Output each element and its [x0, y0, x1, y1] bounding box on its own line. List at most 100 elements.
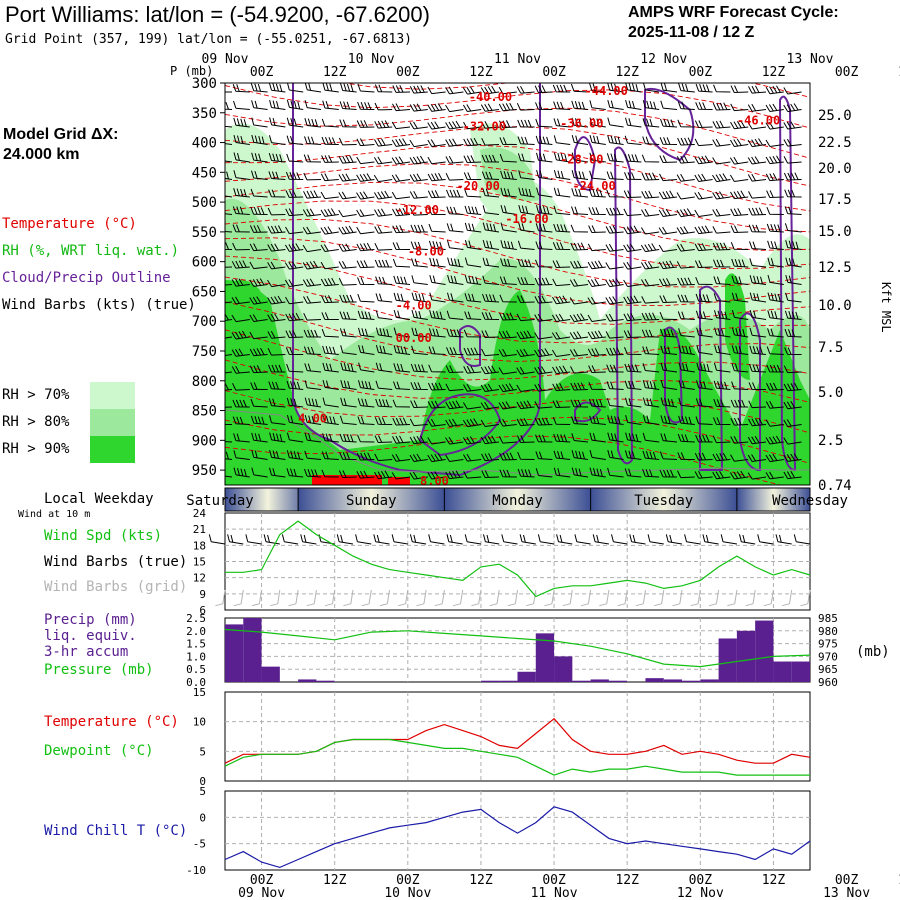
wind-barb-416	[569, 297, 589, 305]
wind-barb-115	[499, 137, 517, 145]
wind-barb-7	[340, 83, 357, 93]
surface-barb-grid-31	[781, 589, 793, 607]
forecast-cycle: AMPS WRF Forecast Cycle: 2025-11-08 / 12…	[628, 3, 839, 43]
wind-barb-542	[463, 365, 482, 374]
wind-barb-175	[391, 174, 411, 182]
wind-barb-556	[713, 362, 731, 373]
kft-axis-label: Kft MSL	[879, 282, 893, 333]
wind-barb-465	[267, 330, 286, 339]
wind-barb-240	[374, 208, 393, 217]
wind-barb-582	[588, 382, 606, 390]
wind-barb-570	[375, 380, 393, 390]
wind-barb-482	[569, 331, 589, 340]
wind-barb-79	[445, 120, 464, 130]
wind-barb-689	[730, 435, 749, 444]
wind-barb-89	[625, 117, 642, 128]
cloud-outline-2	[459, 325, 481, 367]
wind-barb-329	[785, 240, 802, 250]
cloud-outline-6	[644, 88, 695, 162]
wind-barb-36	[269, 99, 286, 110]
wind-barb-58	[660, 100, 678, 110]
wind-barb-355	[658, 260, 678, 270]
pressure-tick-label-1: 350	[192, 106, 217, 122]
wind-barb-714	[589, 449, 606, 460]
rh70-label: RH > 70%	[2, 387, 70, 403]
wind-barb-78	[427, 121, 446, 130]
wind-barb-86	[571, 117, 589, 128]
wind-barb-128	[729, 138, 749, 147]
wind-barb-733	[338, 470, 357, 478]
wind-barb-379	[499, 276, 517, 285]
wind-barb-696	[269, 449, 286, 460]
wind-barb-679	[553, 433, 571, 443]
wind-barb-590	[731, 381, 749, 390]
wind-barb-5	[304, 83, 322, 93]
wind-barb-81	[481, 120, 500, 129]
wind-barb-365	[249, 278, 268, 287]
wind-barb-547	[552, 365, 571, 375]
wind-barb-285	[588, 225, 606, 233]
surface-barb-grid-12	[434, 589, 445, 607]
cycle-line-1: AMPS WRF Forecast Cycle:	[628, 4, 839, 21]
wind-barb-600	[322, 397, 339, 408]
cloud-outline-8	[699, 285, 724, 471]
wind-barb-643	[498, 418, 517, 427]
surface-barb-true-2	[245, 534, 262, 545]
wind-barb-749	[624, 468, 642, 478]
wind-barb-427	[767, 292, 784, 303]
surface-barb-true-31	[775, 534, 792, 545]
isotherm-1	[225, 85, 810, 129]
wind-barb-499	[285, 347, 304, 355]
wind-barb-211	[446, 189, 464, 198]
wind-barb-192	[694, 173, 713, 182]
chill-panel-frame	[224, 790, 811, 871]
wind-barb-242	[410, 207, 428, 216]
wind-barb-301	[284, 243, 304, 252]
wind-barb-754	[712, 471, 731, 480]
temperature-label-3: -36.00	[560, 117, 603, 131]
wind-barb-688	[712, 435, 731, 444]
wind-barb-414	[534, 295, 553, 304]
wind-barb-251	[571, 206, 589, 215]
wind-barb-549	[588, 365, 606, 373]
wind-barb-277	[446, 223, 464, 233]
wind-barb-670	[392, 435, 411, 444]
wind-barb-372	[375, 276, 393, 285]
wind-barb-645	[534, 417, 553, 426]
surface-barb-true-32	[793, 534, 811, 545]
wind-barb-611	[516, 400, 535, 410]
wind-barb-180	[481, 171, 500, 180]
wind-barb-120	[589, 134, 606, 145]
wind-barb-54	[589, 100, 606, 110]
wind-barb-300	[267, 243, 286, 252]
wind-barb-309	[428, 240, 446, 250]
wind-barb-403	[339, 294, 357, 303]
surface-barb-grid-4	[288, 589, 299, 607]
wind-barb-140	[356, 156, 375, 165]
surface-barb-grid-5	[306, 589, 317, 607]
pressure-tick-label-10: 800	[192, 374, 217, 390]
wind-barb-288	[640, 227, 660, 235]
wind-barb-48	[480, 103, 500, 112]
wind-barb-182	[518, 170, 535, 180]
wind-barb-219	[588, 188, 606, 198]
wind-barb-633	[322, 415, 339, 425]
wind-barb-530	[249, 365, 268, 374]
wind-barb-31	[765, 85, 784, 95]
precip-bar-24	[663, 679, 683, 682]
wind-panel-frame	[224, 512, 811, 611]
wind-barb-29	[730, 85, 749, 93]
kft-tick-label-2: 20.0	[818, 161, 852, 177]
wind-barb-411	[482, 293, 500, 303]
wind-barb-367	[284, 279, 304, 287]
wind-barb-635	[357, 416, 375, 425]
wind-barb-398	[249, 296, 268, 305]
wind-barb-758	[783, 470, 802, 480]
wind-barb-199	[233, 188, 250, 198]
wind-barb-312	[482, 239, 500, 250]
wind-barb-103	[286, 135, 304, 145]
wind-barb-665	[304, 432, 322, 443]
wind-barb-230	[784, 189, 802, 198]
surface-barb-grid-7	[343, 589, 354, 607]
weekday-cell-3	[590, 488, 737, 511]
